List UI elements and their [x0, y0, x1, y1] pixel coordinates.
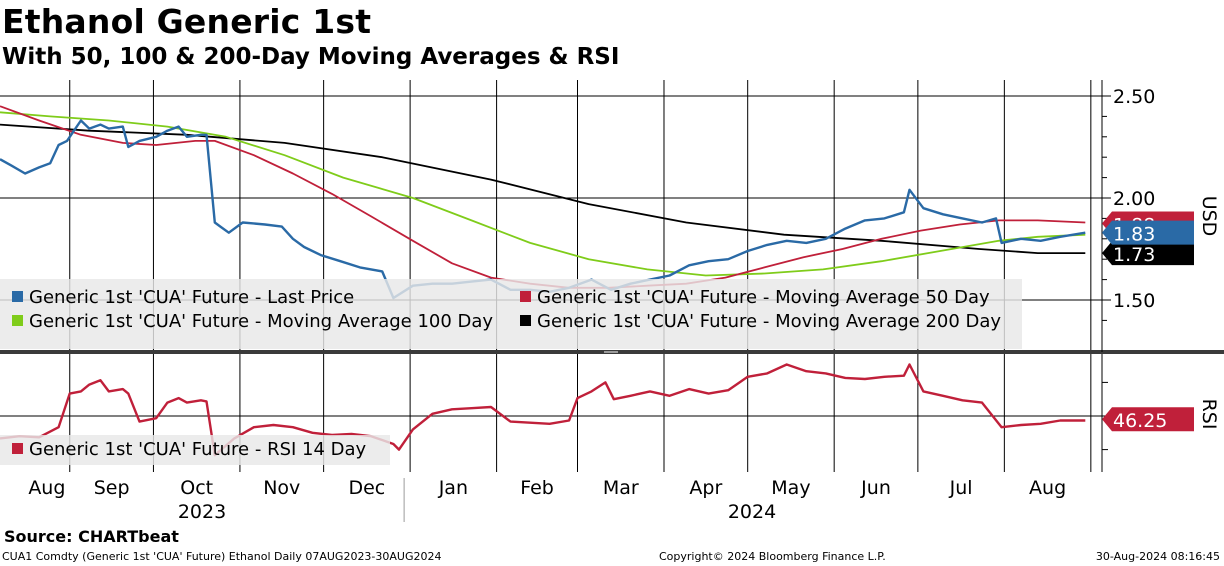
legend-label: Generic 1st 'CUA' Future - Moving Averag…: [29, 311, 493, 332]
ma200-badge-text: 1.73: [1113, 244, 1155, 266]
x-tick-label: Feb: [520, 477, 554, 499]
timestamp-text: 30-Aug-2024 08:16:45: [1095, 550, 1220, 563]
price-line: [0, 119, 1086, 300]
x-year-label: 2023: [178, 501, 226, 523]
x-axis: Aug Sep Oct Nov Dec Jan Feb Mar Apr May Jun Jul Aug 2…: [28, 477, 1066, 523]
price-series: [0, 105, 1086, 300]
price-y-tick-label: 1.50: [1113, 290, 1155, 312]
page-subtitle: With 50, 100 & 200-Day Moving Averages &…: [2, 44, 620, 70]
x-tick-label: Nov: [263, 477, 300, 499]
x-tick-label: Jan: [438, 477, 468, 499]
x-year-label: 2024: [728, 501, 776, 523]
legend-label: Generic 1st 'CUA' Future - Last Price: [29, 287, 354, 308]
rsi-badge-text: 46.25: [1113, 410, 1167, 432]
page-title: Ethanol Generic 1st: [2, 2, 372, 41]
legend-swatch: [12, 315, 23, 326]
price-y-tick-label: 2.00: [1113, 188, 1155, 210]
price-badge: [1102, 220, 1194, 245]
rsi-badge: [1102, 407, 1194, 432]
legend-label: Generic 1st 'CUA' Future - Moving Averag…: [537, 287, 990, 308]
rsi-line: [0, 363, 1086, 457]
x-tick-label: Jun: [860, 477, 891, 499]
legend-swatch: [520, 291, 531, 302]
ma100-line: [0, 111, 1086, 277]
copyright-text: Copyright© 2024 Bloomberg Finance L.P.: [659, 550, 886, 563]
x-tick-label: May: [771, 477, 810, 499]
x-tick-label: Jul: [949, 477, 973, 499]
price-legend: Generic 1st 'CUA' Future - Last Price Gen…: [0, 279, 1022, 349]
x-tick-label: Sep: [94, 477, 130, 499]
x-tick-label: Apr: [689, 477, 722, 499]
legend-label: Generic 1st 'CUA' Future - Moving Averag…: [537, 311, 1001, 332]
ma200-badge: [1102, 241, 1194, 266]
axes: 2.50 2.00 1.50 USD RSI: [0, 80, 1224, 472]
legend-swatch: [520, 315, 531, 326]
x-tick-label: Aug: [28, 477, 65, 499]
security-description: CUA1 Comdty (Generic 1st 'CUA' Future) E…: [2, 550, 442, 563]
ma200-line: [0, 123, 1086, 254]
rsi-series: [0, 363, 1086, 457]
source-label: Source: CHARTbeat: [4, 527, 179, 546]
rsi-y-axis-title: RSI: [1198, 399, 1220, 430]
price-y-axis-title: USD: [1198, 196, 1220, 237]
rsi-legend-box: [0, 435, 390, 465]
x-tick-label: Oct: [180, 477, 213, 499]
price-y-tick-label: 2.50: [1113, 86, 1155, 108]
legend-label: Generic 1st 'CUA' Future - RSI 14 Day: [29, 439, 367, 460]
legend-swatch: [12, 443, 23, 454]
x-tick-label: Aug: [1029, 477, 1066, 499]
legend-swatch: [12, 291, 23, 302]
x-tick-label: Dec: [348, 477, 385, 499]
price-badge-text: 1.83: [1113, 224, 1155, 246]
price-legend-box: [0, 279, 1022, 349]
rsi-legend: Generic 1st 'CUA' Future - RSI 14 Day: [0, 435, 390, 465]
x-tick-label: Mar: [603, 477, 639, 499]
